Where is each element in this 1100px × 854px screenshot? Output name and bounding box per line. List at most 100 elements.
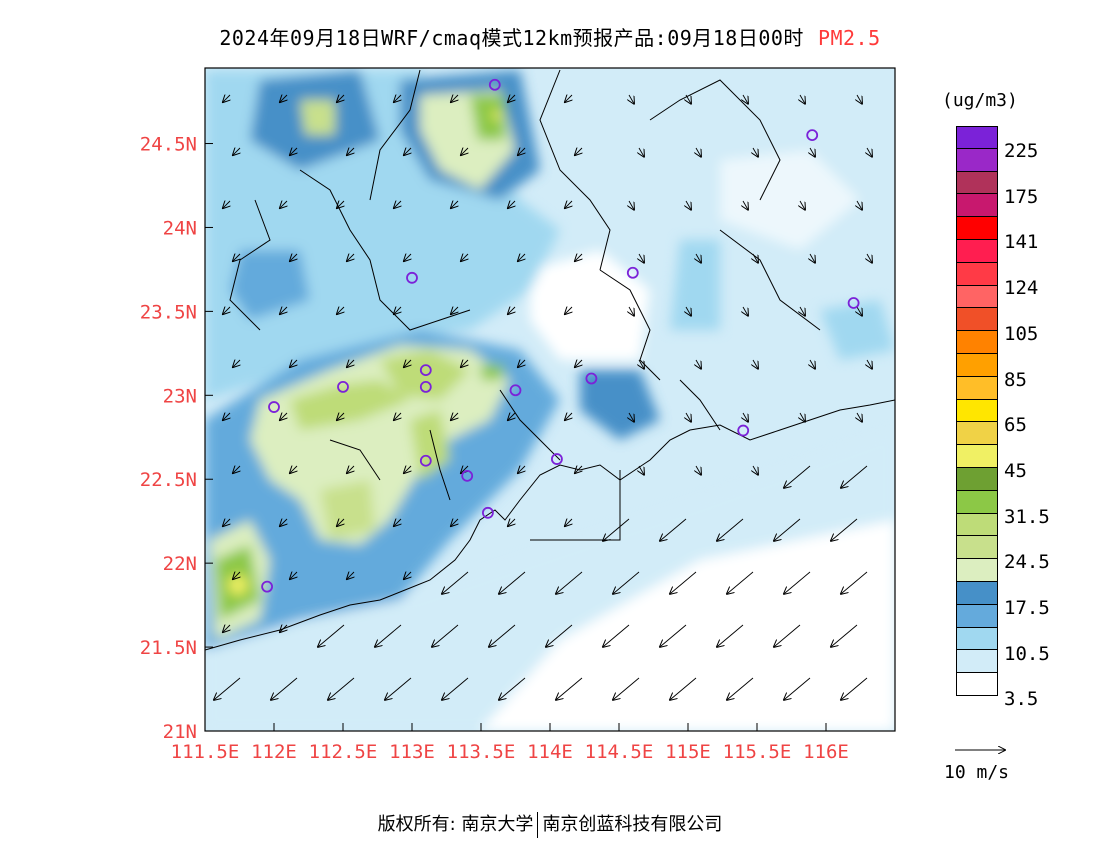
wind-arrow bbox=[717, 624, 744, 647]
copyright-label: 版权所有: 南京大学 bbox=[377, 814, 534, 835]
wind-arrow bbox=[385, 677, 412, 700]
station-marker bbox=[419, 454, 432, 467]
station-marker bbox=[419, 381, 432, 393]
lat-tick-label: 21N bbox=[163, 721, 197, 743]
wind-arrow bbox=[670, 571, 697, 594]
wind-arrow bbox=[290, 360, 297, 367]
wind-arrow bbox=[800, 94, 805, 104]
wind-arrow bbox=[603, 518, 630, 541]
lon-tick-label: 114.5E bbox=[585, 741, 654, 763]
wind-arrow bbox=[696, 465, 701, 475]
wind-arrow bbox=[404, 360, 411, 367]
wind-arrow bbox=[810, 359, 815, 369]
wind-arrow bbox=[394, 519, 401, 526]
wind-arrow bbox=[347, 254, 354, 261]
legend-level-label: 105 bbox=[1004, 322, 1039, 345]
wind-arrow bbox=[290, 254, 297, 261]
longitude-ticks: 111.5E 112E 112.5E 113E 113.5E 114E 114.5E 115E… bbox=[171, 723, 849, 763]
wind-arrow bbox=[404, 148, 411, 155]
station-marker bbox=[337, 381, 349, 393]
company-name: 南京创蓝科技有限公司 bbox=[542, 814, 723, 835]
wind-arrow bbox=[518, 148, 525, 155]
wind-arrow bbox=[753, 359, 758, 369]
station-marker bbox=[406, 271, 418, 284]
lat-tick-label: 22.5N bbox=[140, 469, 197, 491]
legend-swatch bbox=[956, 285, 998, 309]
wind-arrow bbox=[233, 466, 240, 473]
wind-arrow bbox=[613, 571, 640, 594]
wind-arrow bbox=[233, 254, 240, 261]
monitoring-stations bbox=[261, 78, 860, 593]
wind-arrow bbox=[660, 624, 687, 647]
wind-arrow bbox=[223, 625, 230, 632]
wind-arrow bbox=[290, 466, 297, 473]
wind-arrow bbox=[404, 466, 411, 473]
wind-arrow bbox=[508, 413, 515, 420]
wind-arrow bbox=[686, 306, 691, 316]
wind-reference-label: 10 m/s bbox=[944, 762, 1010, 783]
wind-arrow bbox=[518, 360, 525, 367]
wind-arrow bbox=[565, 307, 572, 314]
wind-arrow bbox=[451, 413, 458, 420]
wind-arrow bbox=[546, 624, 573, 647]
wind-arrow bbox=[639, 147, 644, 157]
wind-arrow bbox=[753, 465, 758, 475]
wind-arrow bbox=[565, 201, 572, 208]
legend-level-label: 175 bbox=[1004, 185, 1039, 208]
wind-arrow bbox=[575, 148, 582, 155]
wind-arrow bbox=[629, 94, 634, 104]
wind-arrow bbox=[556, 571, 583, 594]
legend-swatch bbox=[956, 239, 998, 263]
wind-arrow bbox=[686, 200, 691, 210]
wind-arrow bbox=[774, 624, 801, 647]
chart-title: 2024年09月18日WRF/cmaq模式12km预报产品:09月18日00时 P… bbox=[0, 22, 1100, 51]
wind-arrow bbox=[432, 624, 459, 647]
wind-arrow bbox=[575, 254, 582, 261]
wind-arrow bbox=[280, 625, 287, 632]
wind-arrow bbox=[337, 201, 344, 208]
legend-swatch bbox=[956, 262, 998, 286]
legend-swatch bbox=[956, 581, 998, 605]
legend-swatch bbox=[956, 376, 998, 400]
wind-arrow bbox=[743, 200, 748, 210]
boundary-lines bbox=[205, 69, 895, 651]
lon-tick-label: 111.5E bbox=[171, 741, 240, 763]
legend-level-label: 141 bbox=[1004, 231, 1039, 254]
wind-arrow bbox=[328, 677, 355, 700]
wind-arrow bbox=[857, 412, 862, 422]
station-marker bbox=[509, 384, 522, 397]
wind-arrow bbox=[451, 519, 458, 526]
wind-arrow bbox=[686, 94, 691, 104]
station-marker bbox=[419, 364, 432, 377]
wind-arrow bbox=[556, 677, 583, 700]
lon-tick-label: 113.5E bbox=[447, 741, 516, 763]
station-marker bbox=[268, 401, 280, 413]
wind-arrow bbox=[508, 95, 515, 102]
color-legend bbox=[956, 126, 998, 696]
lat-tick-label: 24N bbox=[163, 217, 197, 239]
legend-swatch bbox=[956, 308, 998, 332]
wind-arrow bbox=[394, 413, 401, 420]
wind-arrow bbox=[499, 677, 526, 700]
wind-arrow bbox=[337, 95, 344, 102]
wind-vectors bbox=[214, 95, 872, 700]
lat-tick-label: 23N bbox=[163, 385, 197, 407]
wind-arrow bbox=[857, 200, 862, 210]
wind-arrow bbox=[223, 413, 230, 420]
footer-separator bbox=[537, 812, 539, 838]
wind-arrow bbox=[337, 519, 344, 526]
wind-arrow bbox=[841, 465, 868, 488]
wind-arrow bbox=[696, 359, 701, 369]
wind-arrow bbox=[629, 412, 634, 422]
legend-swatch bbox=[956, 604, 998, 628]
wind-arrow bbox=[461, 360, 468, 367]
wind-arrow bbox=[233, 360, 240, 367]
wind-arrow bbox=[717, 518, 744, 541]
lon-tick-label: 114E bbox=[527, 741, 573, 763]
footer: 版权所有: 南京大学 南京创蓝科技有限公司 bbox=[0, 810, 1100, 838]
wind-arrow bbox=[290, 572, 297, 579]
wind-arrow bbox=[565, 95, 572, 102]
legend-level-label: 17.5 bbox=[1004, 597, 1050, 619]
wind-arrow bbox=[743, 306, 748, 316]
wind-arrow bbox=[841, 571, 868, 594]
